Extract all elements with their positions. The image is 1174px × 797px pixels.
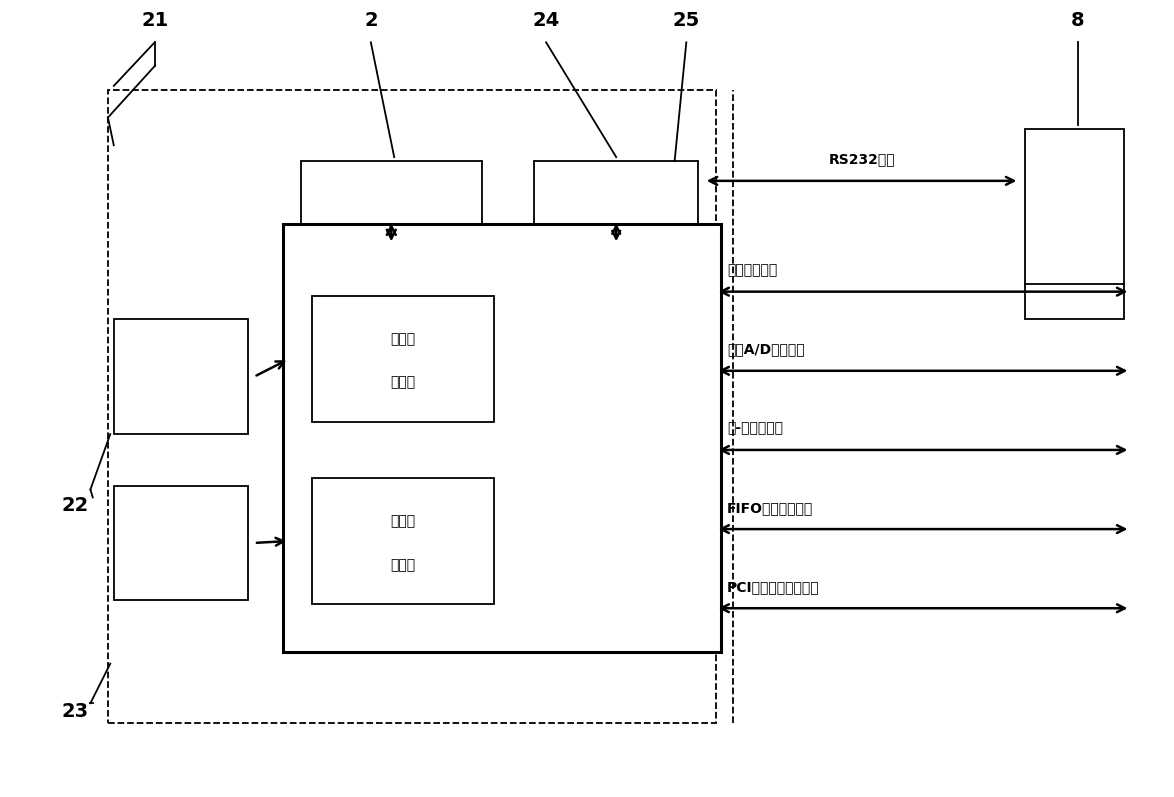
Bar	[534, 161, 699, 240]
Text: FIFO数据暂存控制: FIFO数据暂存控制	[727, 501, 814, 515]
Bar	[301, 161, 481, 240]
Bar	[283, 225, 721, 652]
Bar	[312, 296, 493, 422]
Text: 23: 23	[62, 701, 89, 720]
Text: 24: 24	[533, 11, 560, 30]
Text: 串-并转换控制: 串-并转换控制	[727, 422, 783, 436]
Text: PCI总线数据传输控制: PCI总线数据传输控制	[727, 580, 819, 594]
Text: 钟端口: 钟端口	[391, 558, 416, 571]
Bar	[312, 477, 493, 604]
Bar	[114, 320, 248, 434]
Text: 2: 2	[364, 11, 378, 30]
Bar	[108, 90, 715, 723]
Text: RS232总线: RS232总线	[829, 152, 895, 167]
Text: 25: 25	[673, 11, 700, 30]
Text: 钟端口: 钟端口	[391, 375, 416, 390]
Text: 22: 22	[61, 496, 89, 515]
Text: 全局时: 全局时	[391, 514, 416, 528]
Bar	[1025, 129, 1125, 320]
Text: 21: 21	[141, 11, 168, 30]
Text: 8: 8	[1071, 11, 1085, 30]
Text: 同步A/D变换控制: 同步A/D变换控制	[727, 343, 805, 356]
Bar	[114, 485, 248, 600]
Text: 信号调理控制: 信号调理控制	[727, 264, 777, 277]
Text: 全局时: 全局时	[391, 332, 416, 346]
